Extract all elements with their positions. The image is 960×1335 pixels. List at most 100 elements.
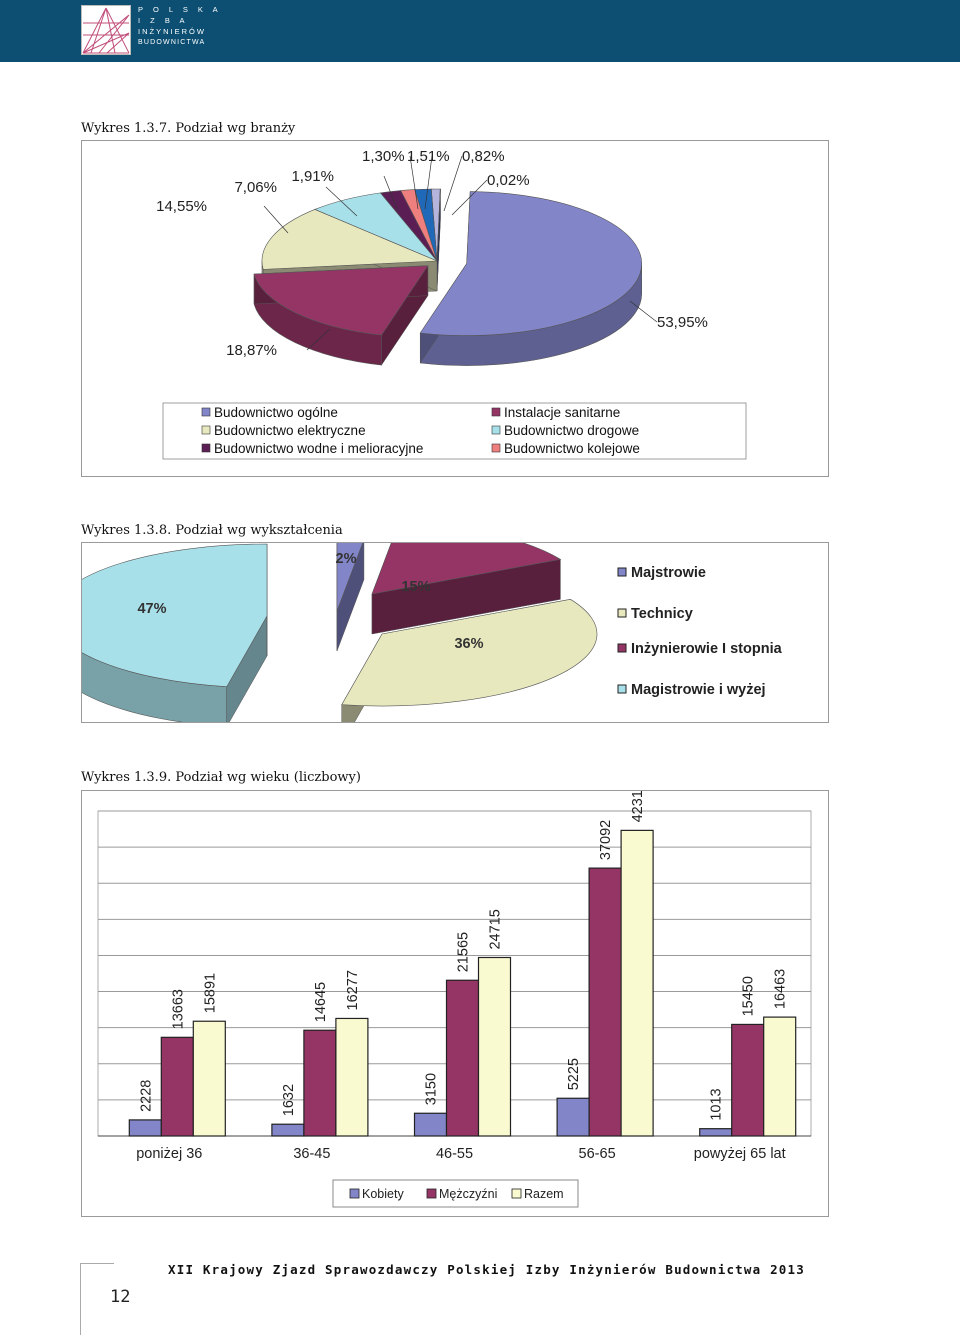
chart3-frame: 2228 13663 15891 poniżej 36 1632 14645 16277 36… <box>81 782 829 1217</box>
chart3-data-label-kobiety-56-65: 5225 <box>566 1058 582 1090</box>
chart1-frame: 53,95% 18,87% 14,55% 7,06% 1,91% 1,30% 1,51% 0,… <box>81 140 829 477</box>
chart3-bar-kobiety-36-45 <box>271 1123 305 1137</box>
chart2-pie <box>51 522 598 746</box>
chart1-leader-2 <box>263 205 289 234</box>
chart3-x-tick-46-55: 46-55 <box>436 1146 473 1162</box>
chart1-data-label-0: 53,95% <box>657 314 708 331</box>
chart2-data-label-magistrowie-i-wy-ej: 47% <box>137 601 166 617</box>
chart3-data-label-razem-56-65: 42317 <box>630 791 646 822</box>
chart3-legend-box <box>332 1179 579 1208</box>
chart3-bar-kobiety-56-65 <box>556 1097 590 1137</box>
chart1-data-label-8: 0,02% <box>487 172 530 189</box>
chart3-bar-razem-46-55 <box>477 956 512 1137</box>
chart3-legend-swatch-kobiety <box>349 1188 360 1199</box>
chart3-legend: Kobiety Mężczyźni Razem <box>332 1179 579 1208</box>
chart2-legend-label-magistrowie-i-wy-ej: Magistrowie i wyżej <box>631 682 766 698</box>
chart2-legend-swatch-technicy <box>617 608 627 618</box>
chart3-bar-kobiety-poni-ej-36 <box>128 1119 162 1137</box>
chart1-leader-8 <box>451 179 488 216</box>
chart2-legend-swatch-in-ynierowie-i-stopnia <box>617 643 627 653</box>
chart3-x-tick-powy-ej-65-lat: powyżej 65 lat <box>694 1146 786 1162</box>
chart3-data-label-kobiety-36-45: 1632 <box>281 1084 297 1116</box>
chart3-svg: 2228 13663 15891 poniżej 36 1632 14645 16277 36… <box>97 782 812 1208</box>
logo-line-1: P O L S K A <box>138 5 222 14</box>
chart2-slice-technicy <box>341 598 598 746</box>
chart1-legend-swatch-budownictwo-wodne-i-melioracyjne <box>201 443 211 453</box>
chart3-bar-razem-36-45 <box>335 1017 369 1137</box>
chart3-data-label-razem-36-45: 16277 <box>345 970 361 1010</box>
chart3-bar-m-czy-ni-powy-ej-65-lat <box>731 1023 765 1137</box>
chart1-slice-instalacje-sanitarne-top <box>253 265 429 336</box>
chart3-data-label-kobiety-46-55: 3150 <box>424 1073 440 1105</box>
chart1-legend-swatch-budownictwo-og-lne <box>201 407 211 417</box>
header-bar: P O L S K A I Z B A INŻYNIERÓW BUDOWNICT… <box>0 0 960 62</box>
chart2-legend: Majstrowie Technicy Inżynierowie I stopnia… <box>617 565 783 698</box>
chart3-bar-m-czy-ni-56-65 <box>588 867 622 1137</box>
chart1-data-label-5: 1,30% <box>362 148 405 165</box>
chart3-legend-label-m-czy-ni: Mężczyźni <box>439 1187 497 1201</box>
chart3-data-label-kobiety-powy-ej-65-lat: 1013 <box>709 1088 725 1120</box>
chart3-data-label-m-czy-ni-56-65: 37092 <box>598 820 614 860</box>
chart2-slice-technicy-top <box>341 598 598 707</box>
logo-line-2: I Z B A <box>138 16 189 25</box>
chart3-data-label-m-czy-ni-46-55: 21565 <box>456 932 472 972</box>
footer-divider-horizontal <box>80 1263 114 1264</box>
logo-text: P O L S K A I Z B A INŻYNIERÓW BUDOWNICT… <box>138 4 222 48</box>
chart2-legend-label-in-ynierowie-i-stopnia: Inżynierowie I stopnia <box>631 641 783 657</box>
chart3-bar-razem-powy-ej-65-lat <box>763 1016 797 1137</box>
chart2-data-label-technicy: 36% <box>454 636 483 652</box>
chart3-data-label-razem-poni-ej-36: 15891 <box>202 973 218 1013</box>
chart1-data-label-4: 1,91% <box>291 168 334 185</box>
chart3-data-label-kobiety-poni-ej-36: 2228 <box>138 1080 154 1112</box>
chart2-legend-label-majstrowie: Majstrowie <box>631 565 706 581</box>
chart1-legend-label-budownictwo-wodne-i-melioracyjne: Budownictwo wodne i melioracyjne <box>214 441 423 456</box>
chart3-legend-label-kobiety: Kobiety <box>362 1187 404 1201</box>
chart2-caption: Wykres 1.3.8. Podział wg wykształcenia <box>81 523 343 538</box>
chart1-leader-7 <box>443 155 463 212</box>
chart1-slice-budownictwo-og-lne-top <box>419 191 642 336</box>
chart3-bar-kobiety-46-55 <box>413 1112 448 1137</box>
chart3-plot-area: 2228 13663 15891 poniżej 36 1632 14645 16277 36… <box>97 782 812 1162</box>
chart2-svg: 47% 2% 15% 36% Majstrowie Technicy Inżynierowi… <box>51 522 783 746</box>
chart3-data-label-razem-powy-ej-65-lat: 16463 <box>773 969 789 1009</box>
chart1-legend-box <box>162 402 747 460</box>
chart1-caption: Wykres 1.3.7. Podział wg branży <box>81 121 296 136</box>
chart3-bar-m-czy-ni-46-55 <box>445 979 480 1137</box>
chart3-x-tick-poni-ej-36: poniżej 36 <box>136 1146 202 1162</box>
chart1-legend-label-budownictwo-kolejowe: Budownictwo kolejowe <box>504 441 640 456</box>
chart1-svg: 53,95% 18,87% 14,55% 7,06% 1,91% 1,30% 1,51% 0,… <box>156 148 747 460</box>
chart1-data-label-2: 14,55% <box>156 198 207 215</box>
chart1-slice-budownictwo-og-lne <box>419 191 642 366</box>
chart1-leader-4 <box>383 175 399 212</box>
chart1-slice-small-8-top <box>436 188 441 262</box>
chart1-slice-budownictwo-elektryczne-top <box>261 209 438 270</box>
chart3-x-tick-56-65: 56-65 <box>579 1146 616 1162</box>
chart3-data-label-m-czy-ni-powy-ej-65-lat: 15450 <box>741 976 757 1016</box>
chart1-data-label-6: 1,51% <box>407 148 450 165</box>
chart1-legend-label-instalacje-sanitarne: Instalacje sanitarne <box>504 405 620 420</box>
chart2-slice-magistrowie-i-wy-ej-top <box>51 543 268 688</box>
chart3-legend-swatch-razem <box>511 1188 522 1199</box>
chart3-bar-razem-poni-ej-36 <box>192 1020 226 1137</box>
chart1-leader-3 <box>325 186 358 217</box>
chart1-leader-5 <box>409 155 419 210</box>
chart3-bar-m-czy-ni-36-45 <box>303 1029 337 1137</box>
logo-icon <box>81 5 131 55</box>
chart3-data-label-m-czy-ni-36-45: 14645 <box>313 982 329 1022</box>
chart1-legend-swatch-budownictwo-kolejowe <box>491 443 501 453</box>
chart1-legend-swatch-budownictwo-elektryczne <box>201 425 211 435</box>
logo-line-4: BUDOWNICTWA <box>138 39 206 46</box>
chart3-legend-swatch-m-czy-ni <box>426 1188 437 1199</box>
chart3-data-label-razem-46-55: 24715 <box>488 909 504 949</box>
chart1-legend: Budownictwo ogólne Instalacje sanitarne Bu… <box>162 402 747 460</box>
chart1-legend-label-budownictwo-elektryczne: Budownictwo elektryczne <box>214 423 366 438</box>
chart1-leader-0 <box>629 300 658 323</box>
footer-divider-vertical <box>80 1263 81 1335</box>
chart1-legend-swatch-instalacje-sanitarne <box>491 407 501 417</box>
chart3-bar-m-czy-ni-poni-ej-36 <box>160 1036 194 1137</box>
chart2-legend-label-technicy: Technicy <box>631 606 693 622</box>
page-number: 12 <box>110 1287 131 1307</box>
chart3-data-label-m-czy-ni-poni-ej-36: 13663 <box>170 989 186 1029</box>
chart3-x-tick-36-45: 36-45 <box>293 1146 330 1162</box>
chart2-legend-swatch-magistrowie-i-wy-ej <box>617 684 627 694</box>
